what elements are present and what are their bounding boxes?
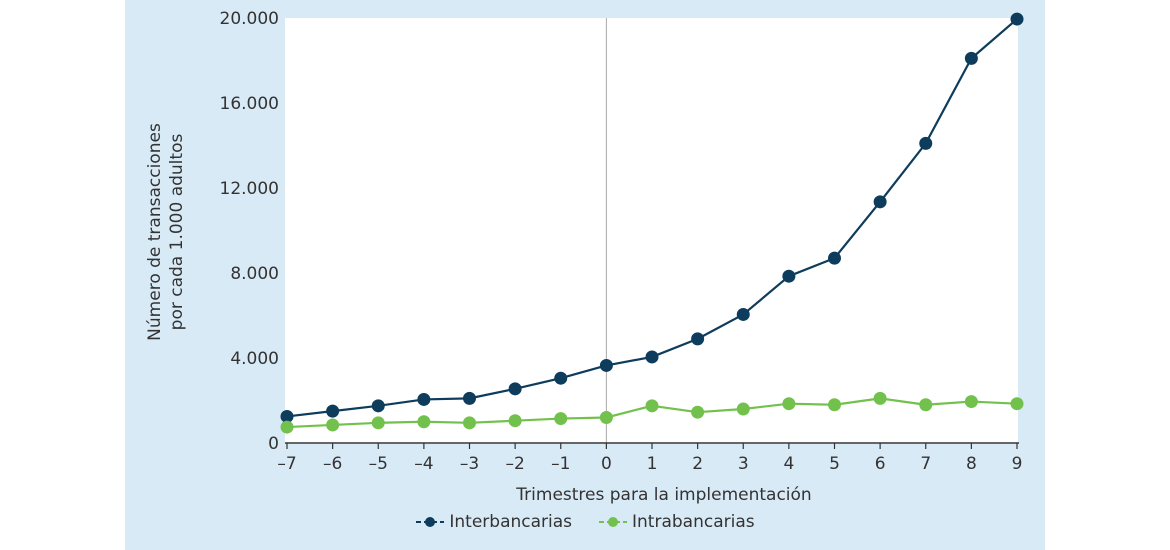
data-point-intrabancarias [508, 414, 522, 428]
series-layer [280, 12, 1024, 434]
y-axis-label-line-1: Número de transacciones [145, 123, 165, 341]
data-point-intrabancarias [554, 412, 568, 426]
data-point-interbancarias [691, 332, 705, 346]
x-tick-label: –6 [323, 454, 342, 474]
data-point-intrabancarias [280, 420, 294, 434]
data-point-interbancarias [1010, 12, 1024, 26]
x-tick-label: –5 [369, 454, 388, 474]
x-tick-label: –1 [551, 454, 570, 474]
data-point-interbancarias [782, 269, 796, 283]
x-tick-label: 3 [738, 454, 749, 474]
data-point-interbancarias [280, 409, 294, 423]
data-point-interbancarias [417, 392, 431, 406]
plot-area [285, 18, 1018, 444]
x-tick-label: –4 [414, 454, 433, 474]
x-tick-label: 1 [647, 454, 658, 474]
data-point-intrabancarias [1010, 397, 1024, 411]
data-point-intrabancarias [417, 415, 431, 429]
x-axis-label: Trimestres para la implementación [515, 485, 811, 505]
data-point-interbancarias [645, 350, 659, 364]
legend-label-interbancarias: Interbancarias [449, 512, 573, 532]
x-tick-label: 9 [1012, 454, 1023, 474]
x-tick-label: 0 [601, 454, 612, 474]
x-tick-label: 7 [920, 454, 931, 474]
x-tick-label: 6 [875, 454, 886, 474]
data-point-intrabancarias [964, 395, 978, 409]
legend: Interbancarias Intrabancarias [0, 512, 1170, 532]
axes: –7 –6 –5 –4 –3 –2 –1 0 1 2 3 4 5 6 7 8 9 0 4.000 8.000 12.00… [220, 9, 1023, 474]
data-point-intrabancarias [736, 402, 750, 416]
x-tick-label: 8 [966, 454, 977, 474]
data-point-interbancarias [964, 51, 978, 65]
legend-swatch-interbancarias-icon [416, 517, 445, 527]
y-tick-label: 12.000 [220, 179, 279, 199]
data-point-intrabancarias [919, 398, 933, 412]
x-tick-label: –7 [277, 454, 296, 474]
data-point-intrabancarias [371, 416, 385, 430]
data-point-intrabancarias [691, 405, 705, 419]
data-point-intrabancarias [828, 398, 841, 412]
x-tick-label: –2 [505, 454, 524, 474]
legend-label-intrabancarias: Intrabancarias [632, 512, 755, 532]
y-axis-label: Número de transacciones por cada 1.000 a… [145, 123, 187, 341]
data-point-intrabancarias [873, 391, 887, 405]
data-point-interbancarias [554, 371, 568, 385]
data-point-interbancarias [371, 399, 385, 413]
data-point-interbancarias [326, 404, 340, 418]
y-tick-label: 8.000 [230, 264, 279, 284]
y-tick-label: 0 [268, 434, 279, 454]
x-tick-label: 4 [783, 454, 794, 474]
y-axis-label-line-2: por cada 1.000 adultos [167, 134, 187, 331]
x-tick-label: 5 [829, 454, 840, 474]
data-point-intrabancarias [463, 416, 476, 430]
data-point-interbancarias [919, 136, 933, 150]
legend-swatch-intrabancarias-icon [599, 517, 628, 527]
y-tick-label: 16.000 [220, 94, 279, 114]
data-point-interbancarias [873, 195, 887, 209]
data-point-intrabancarias [645, 399, 659, 413]
data-point-intrabancarias [782, 397, 796, 411]
data-point-intrabancarias [599, 411, 613, 424]
x-tick-label: 2 [692, 454, 703, 474]
legend-item-intrabancarias: Intrabancarias [598, 512, 755, 532]
data-point-interbancarias [736, 307, 750, 321]
data-point-interbancarias [463, 391, 476, 405]
data-point-interbancarias [508, 382, 522, 396]
data-point-intrabancarias [326, 418, 340, 432]
x-tick-label: –3 [460, 454, 479, 474]
data-point-interbancarias [599, 358, 613, 372]
data-point-interbancarias [828, 251, 841, 265]
y-tick-label: 4.000 [230, 349, 279, 369]
y-tick-label: 20.000 [220, 9, 279, 29]
legend-item-interbancarias: Interbancarias [415, 512, 572, 532]
